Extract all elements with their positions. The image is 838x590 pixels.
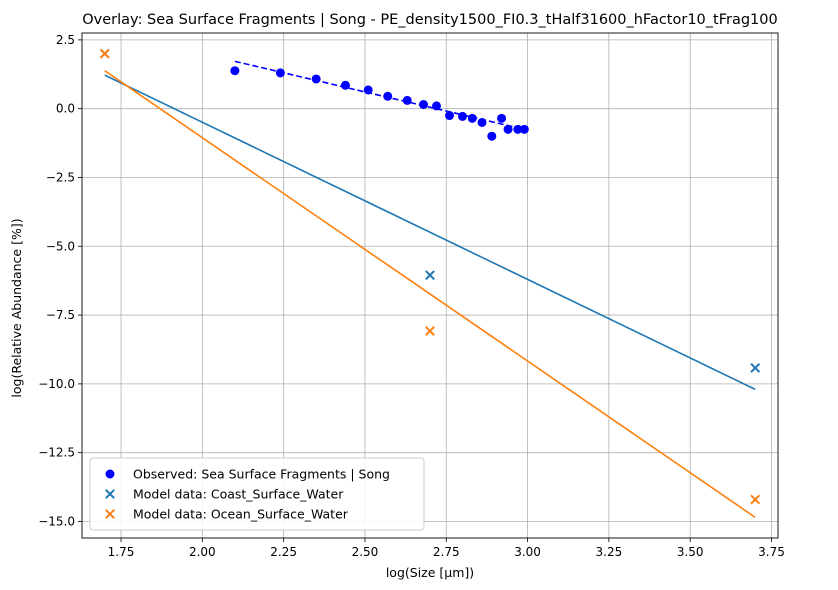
observed-point	[383, 91, 393, 101]
model-point	[425, 326, 435, 336]
y-tick-label: −12.5	[38, 446, 75, 460]
y-tick-label: −5.0	[46, 239, 75, 253]
observed-point	[363, 85, 373, 95]
x-axis-ticks: 1.75 2.00 2.25 2.50 2.75 3.00 3.25 3.50 3.75	[108, 538, 785, 559]
legend-box	[89, 457, 425, 531]
legend-label: Model data: Coast_Surface_Water	[133, 487, 344, 502]
x-tick-label: 2.50	[352, 545, 379, 559]
legend-marker-x	[105, 489, 115, 499]
legend-marker-circle	[105, 469, 115, 479]
observed-point	[230, 66, 240, 76]
model-point	[750, 363, 761, 373]
x-tick-label: 3.50	[677, 545, 704, 559]
observed-point	[513, 124, 523, 134]
observed-point	[445, 111, 455, 121]
observed-point	[477, 117, 487, 127]
observed-point	[340, 80, 350, 90]
legend-marker-x	[105, 509, 115, 519]
observed-point	[497, 113, 507, 123]
legend-label: Model data: Ocean_Surface_Water	[133, 507, 349, 522]
x-axis-label: log(Size [µm])	[386, 565, 474, 580]
model-point	[425, 270, 435, 281]
plot-area	[99, 48, 761, 519]
x-tick-label: 2.75	[433, 545, 460, 559]
y-tick-label: −7.5	[46, 308, 75, 322]
observed-point	[275, 68, 285, 78]
fit-line	[104, 70, 756, 519]
observed-point	[311, 74, 321, 84]
y-tick-label: −2.5	[46, 170, 75, 184]
observed-point	[458, 111, 468, 121]
fit-line	[104, 74, 756, 391]
y-tick-label: −15.0	[38, 514, 75, 528]
legend: Observed: Sea Surface Fragments | Song Mo…	[89, 457, 425, 531]
model-point	[99, 48, 110, 59]
observed-point	[432, 101, 442, 111]
observed-point	[402, 95, 412, 105]
x-tick-label: 3.00	[514, 545, 541, 559]
x-tick-label: 3.75	[758, 545, 785, 559]
y-tick-label: −10.0	[38, 377, 75, 391]
model-point	[750, 494, 761, 505]
observed-point	[487, 131, 497, 141]
x-tick-label: 1.75	[108, 545, 135, 559]
y-tick-label: 2.5	[56, 33, 75, 47]
y-axis-ticks: 2.5 0.0 −2.5 −5.0 −7.5 −10.0 −12.5 −15.0	[38, 33, 82, 528]
grid	[82, 33, 778, 538]
axes-frame	[81, 32, 779, 539]
x-tick-label: 3.25	[596, 545, 623, 559]
observed-point	[467, 113, 477, 123]
x-tick-label: 2.00	[189, 545, 216, 559]
observed-point	[418, 100, 428, 110]
y-tick-label: 0.0	[56, 102, 75, 116]
chart-title: Overlay: Sea Surface Fragments | Song - …	[82, 12, 777, 28]
legend-label: Observed: Sea Surface Fragments | Song	[133, 467, 390, 482]
y-axis-label: log(Relative Abundance [%])	[9, 218, 24, 397]
observed-point	[503, 124, 513, 134]
x-tick-label: 2.25	[270, 545, 297, 559]
observed-point	[519, 124, 529, 134]
